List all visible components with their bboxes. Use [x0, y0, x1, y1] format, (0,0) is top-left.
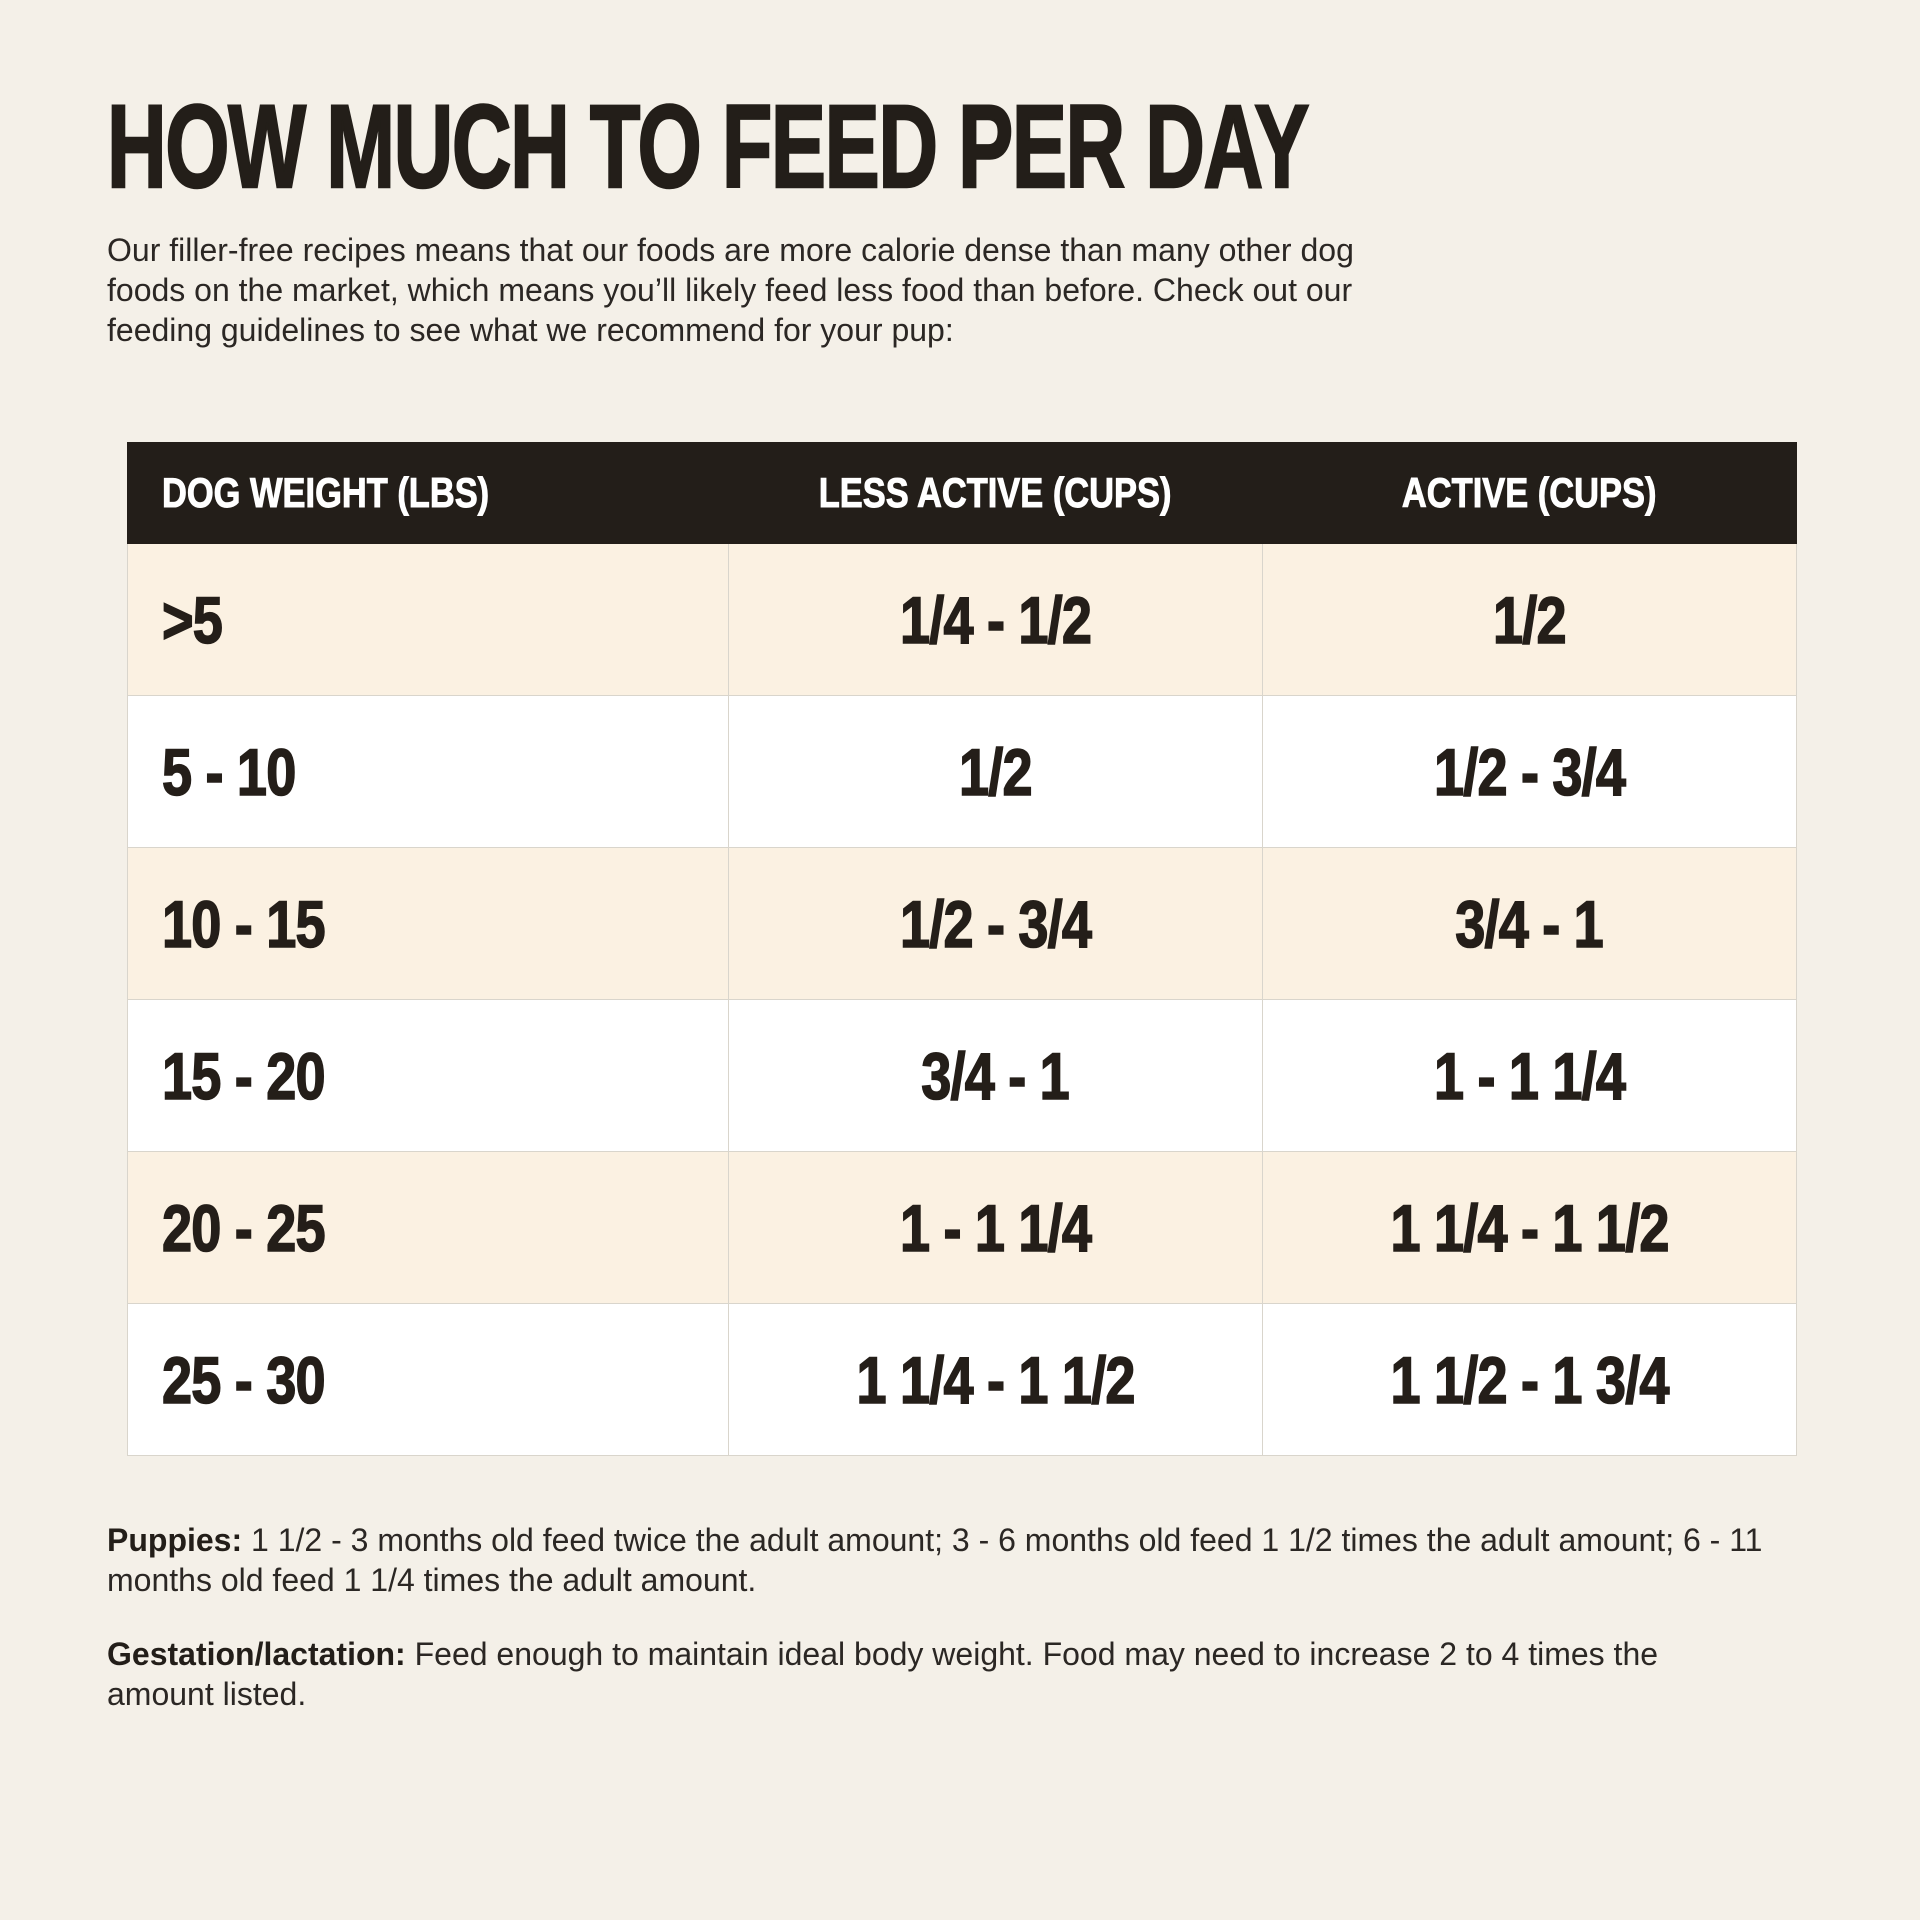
puppies-footnote-label: Puppies:	[107, 1522, 243, 1558]
column-header-dog-weight: DOG WEIGHT (LBS)	[127, 442, 729, 544]
cell-less-active: 1/2	[727, 695, 1263, 848]
column-header-less-active: LESS ACTIVE (CUPS)	[727, 442, 1263, 544]
cell-less-active: 1 1/4 - 1 1/2	[727, 1303, 1263, 1456]
puppies-footnote-text: 1 1/2 - 3 months old feed twice the adul…	[107, 1522, 1763, 1598]
cell-weight: 20 - 25	[127, 1151, 729, 1304]
cell-weight: 5 - 10	[127, 695, 729, 848]
cell-less-active: 1/2 - 3/4	[727, 847, 1263, 1000]
table-row: 25 - 30 1 1/4 - 1 1/2 1 1/2 - 1 3/4	[127, 1303, 1798, 1456]
cell-weight: >5	[127, 543, 729, 696]
table-row: >5 1/4 - 1/2 1/2	[127, 543, 1798, 696]
cell-active: 1/2 - 3/4	[1261, 695, 1798, 848]
gestation-footnote-text: Feed enough to maintain ideal body weigh…	[107, 1636, 1659, 1712]
cell-active: 1/2	[1261, 543, 1798, 696]
cell-weight: 10 - 15	[127, 847, 729, 1000]
page-title-text: HOW MUCH TO FEED PER DAY	[106, 81, 1310, 213]
cell-active: 1 1/2 - 1 3/4	[1261, 1303, 1798, 1456]
cell-weight: 15 - 20	[127, 999, 729, 1152]
column-header-active: ACTIVE (CUPS)	[1261, 442, 1798, 544]
cell-active: 1 - 1 1/4	[1261, 999, 1798, 1152]
table-row: 5 - 10 1/2 1/2 - 3/4	[127, 695, 1798, 848]
feeding-guide-table: DOG WEIGHT (LBS) LESS ACTIVE (CUPS) ACTI…	[127, 442, 1798, 1456]
cell-active: 1 1/4 - 1 1/2	[1261, 1151, 1798, 1304]
cell-less-active: 3/4 - 1	[727, 999, 1263, 1152]
cell-less-active: 1/4 - 1/2	[727, 543, 1263, 696]
gestation-footnote-label: Gestation/lactation:	[107, 1636, 406, 1672]
table-header-row: DOG WEIGHT (LBS) LESS ACTIVE (CUPS) ACTI…	[127, 442, 1798, 544]
cell-active: 3/4 - 1	[1261, 847, 1798, 1000]
table-row: 10 - 15 1/2 - 3/4 3/4 - 1	[127, 847, 1798, 1000]
table-row: 15 - 20 3/4 - 1 1 - 1 1/4	[127, 999, 1798, 1152]
cell-weight: 25 - 30	[127, 1303, 729, 1456]
puppies-footnote: Puppies: 1 1/2 - 3 months old feed twice…	[107, 1520, 1767, 1600]
intro-paragraph: Our filler-free recipes means that our f…	[107, 232, 1354, 348]
table-row: 20 - 25 1 - 1 1/4 1 1/4 - 1 1/2	[127, 1151, 1798, 1304]
page-title: HOW MUCH TO FEED PER DAY	[106, 81, 1815, 213]
cell-less-active: 1 - 1 1/4	[727, 1151, 1263, 1304]
gestation-footnote: Gestation/lactation: Feed enough to main…	[107, 1634, 1767, 1714]
